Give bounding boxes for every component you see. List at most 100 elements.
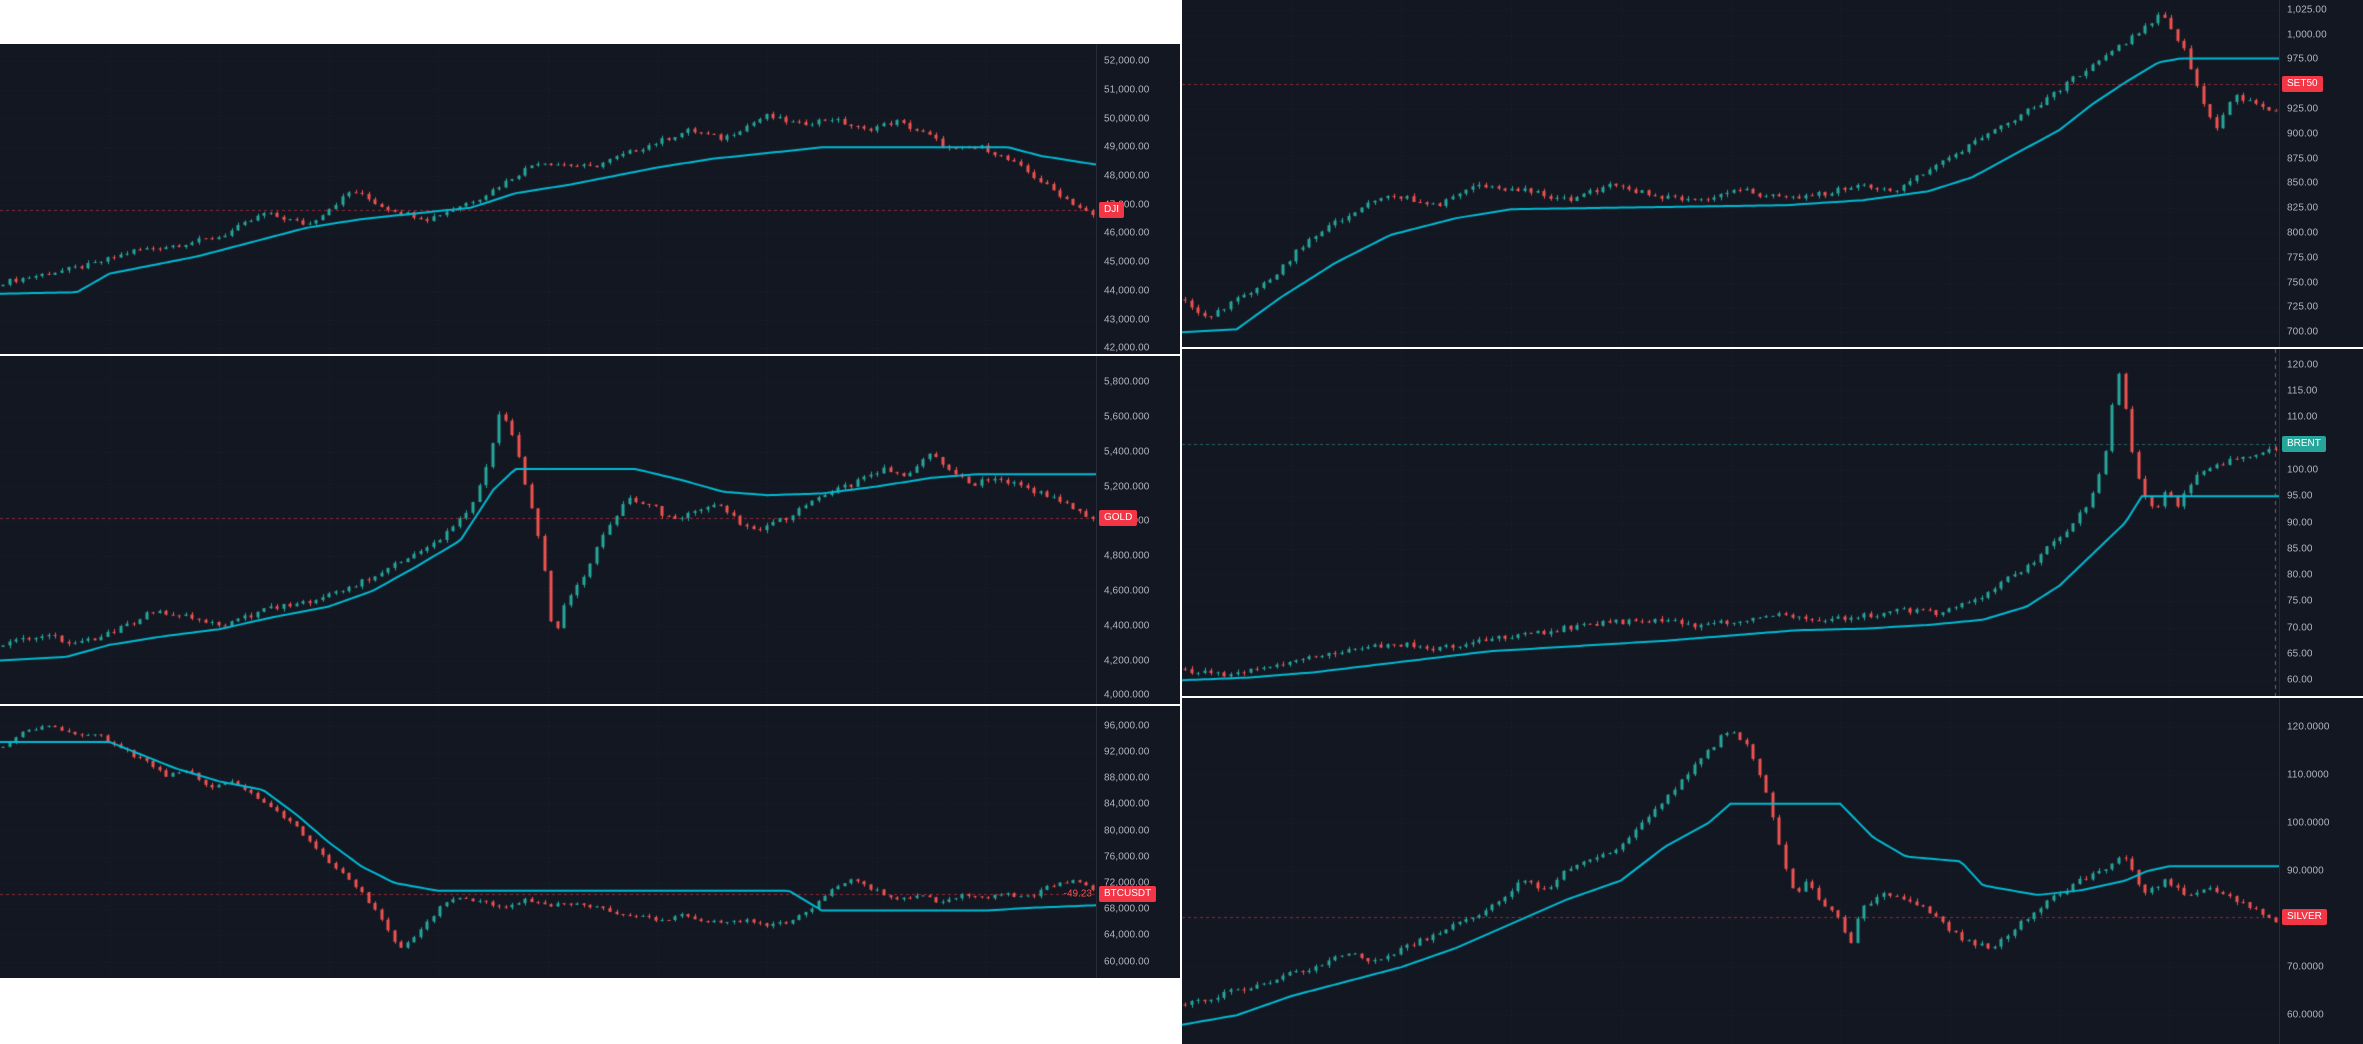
brent-chart-area[interactable] (1182, 349, 2279, 696)
btcusdt-price-tick: 84,000.00 (1104, 798, 1150, 810)
row-separator (0, 704, 1180, 706)
dji-price-axis[interactable]: 52,000.00 51,000.00 50,000.00 49,000.00 48,0… (1096, 44, 1180, 354)
set50-candlestick-canvas[interactable] (1182, 0, 2279, 347)
btcusdt-price-tick: 72,000.00 (1104, 877, 1150, 889)
row-separator (0, 354, 1180, 356)
row-separator (1182, 347, 2363, 349)
dji-price-tick: 51,000.00 (1104, 84, 1150, 96)
dji-price-tick: 49,000.00 (1104, 141, 1150, 153)
silver-price-axis[interactable]: 120.0000110.0000100.000090.000080.000070… (2279, 698, 2363, 1044)
dji-price-tick: 44,000.00 (1104, 285, 1150, 297)
silver-candlestick-canvas[interactable] (1182, 698, 2279, 1044)
gold-price-tick: 4,000.000 (1104, 689, 1150, 701)
dji-price-tick: 45,000.00 (1104, 256, 1150, 268)
chart-panel-brent: 120.00115.00110.00105.00100.0095.0090.00… (1182, 349, 2363, 696)
set50-price-tick: 850.00 (2287, 177, 2319, 189)
silver-symbol-badge: SILVER (2282, 908, 2327, 925)
set50-price-tick: 750.00 (2287, 277, 2319, 289)
set50-price-tick: 1,025.00 (2287, 4, 2327, 16)
gold-price-tick: 4,200.000 (1104, 655, 1150, 666)
row-separator (1182, 696, 2363, 698)
set50-price-tick: 900.00 (2287, 128, 2319, 140)
chart-panel-dji: 52,000.00 51,000.00 50,000.00 49,000.00 48,0… (0, 44, 1180, 354)
gold-price-tick: 5,400.000 (1104, 446, 1150, 458)
dji-price-tick: 42,000.00 (1104, 342, 1150, 354)
silver-price-tick: 90.0000 (2287, 865, 2324, 877)
btcusdt-price-tick: 88,000.00 (1104, 772, 1150, 784)
brent-price-tick: 100.00 (2287, 464, 2319, 476)
chart-panel-gold: 5,800.0005,600.0005,400.0005,200.0005,00… (0, 356, 1180, 704)
brent-price-tick: 70.00 (2287, 622, 2313, 634)
btcusdt-price-tick: 60,000.00 (1104, 956, 1150, 968)
gold-candlestick-canvas[interactable] (0, 356, 1096, 704)
chart-panel-btcusdt: -49.23 96,000.00 92,000.00 88,000.00 84,000… (0, 706, 1180, 978)
brent-price-tick: 85.00 (2287, 543, 2313, 555)
set50-price-tick: 1,000.00 (2287, 29, 2327, 41)
set50-symbol-badge: SET50 (2282, 76, 2323, 93)
gold-price-tick: 4,400.000 (1104, 620, 1150, 632)
gold-symbol-badge: GOLD (1099, 509, 1138, 526)
dji-chart-area[interactable] (0, 44, 1096, 354)
gold-price-tick: 5,600.000 (1104, 411, 1150, 423)
set50-price-tick: 800.00 (2287, 227, 2319, 239)
gold-price-axis[interactable]: 5,800.0005,600.0005,400.0005,200.0005,00… (1096, 356, 1180, 704)
brent-price-tick: 110.00 (2287, 411, 2318, 423)
brent-price-tick: 75.00 (2287, 595, 2313, 607)
dji-symbol-badge: DJI (1099, 202, 1124, 219)
dji-price-tick: 43,000.00 (1104, 314, 1150, 326)
left-column-top-margin (0, 0, 1180, 44)
set50-price-tick: 775.00 (2287, 252, 2319, 264)
chart-panel-silver: 120.0000110.0000100.000090.000080.000070… (1182, 698, 2363, 1044)
set50-price-axis[interactable]: 1,025.001,000.00975.00950.00925.00900.00… (2279, 0, 2363, 347)
left-column-bottom-margin (0, 978, 1180, 1044)
brent-price-axis[interactable]: 120.00115.00110.00105.00100.0095.0090.00… (2279, 349, 2363, 696)
set50-chart-area[interactable] (1182, 0, 2279, 347)
brent-price-tick: 80.00 (2287, 569, 2313, 581)
set50-price-tick: 725.00 (2287, 301, 2319, 313)
brent-symbol-badge: BRENT (2282, 435, 2326, 452)
dji-price-tick: 50,000.00 (1104, 113, 1150, 125)
set50-price-tick: 700.00 (2287, 326, 2319, 338)
dji-price-tick: 48,000.00 (1104, 170, 1150, 182)
btcusdt-price-tick: 64,000.00 (1104, 929, 1150, 941)
gold-price-tick: 4,600.000 (1104, 585, 1150, 597)
gold-price-tick: 5,800.000 (1104, 376, 1150, 388)
btcusdt-price-tick: 80,000.00 (1104, 825, 1150, 837)
silver-price-tick: 70.0000 (2287, 961, 2324, 973)
silver-price-tick: 110.0000 (2287, 769, 2329, 781)
btcusdt-price-tick: 96,000.00 (1104, 720, 1150, 732)
set50-price-tick: 975.00 (2287, 53, 2319, 65)
gold-price-tick: 4,800.000 (1104, 550, 1150, 562)
btcusdt-change-label: -49.23 (1063, 888, 1092, 900)
right-chart-column: 1,025.001,000.00975.00950.00925.00900.00… (1182, 0, 2363, 1044)
dji-price-tick: 46,000.00 (1104, 227, 1150, 239)
brent-price-tick: 65.00 (2287, 648, 2313, 660)
btcusdt-price-tick: 92,000.00 (1104, 746, 1150, 758)
btcusdt-chart-area[interactable]: -49.23 (0, 706, 1096, 978)
silver-price-tick: 100.0000 (2287, 817, 2330, 829)
brent-price-tick: 120.00 (2287, 359, 2319, 371)
set50-price-tick: 925.00 (2287, 103, 2319, 115)
dji-price-tick: 47,000.00 (1104, 199, 1150, 211)
silver-chart-area[interactable] (1182, 698, 2279, 1044)
brent-price-tick: 60.00 (2287, 674, 2313, 686)
brent-price-tick: 90.00 (2287, 517, 2313, 528)
btcusdt-price-axis[interactable]: 96,000.00 92,000.00 88,000.00 84,000.00 80,0… (1096, 706, 1180, 978)
dji-price-tick: 52,000.00 (1104, 55, 1150, 67)
gold-chart-area[interactable] (0, 356, 1096, 704)
brent-candlestick-canvas[interactable] (1182, 349, 2279, 696)
btcusdt-symbol-badge: BTCUSDT (1099, 886, 1157, 903)
dji-candlestick-canvas[interactable] (0, 44, 1096, 354)
btcusdt-candlestick-canvas[interactable] (0, 706, 1096, 978)
chart-panel-set50: 1,025.001,000.00975.00950.00925.00900.00… (1182, 0, 2363, 347)
brent-price-tick: 95.00 (2287, 490, 2313, 502)
set50-price-tick: 825.00 (2287, 202, 2319, 214)
column-separator (1180, 0, 1182, 1044)
silver-price-tick: 60.0000 (2287, 1009, 2324, 1021)
btcusdt-price-tick: 68,000.00 (1104, 903, 1150, 915)
silver-price-tick: 120.0000 (2287, 721, 2330, 733)
left-chart-column: 52,000.00 51,000.00 50,000.00 49,000.00 48,0… (0, 0, 1180, 1044)
btcusdt-price-tick: 76,000.00 (1104, 851, 1150, 863)
gold-price-tick: 5,200.000 (1104, 481, 1150, 492)
